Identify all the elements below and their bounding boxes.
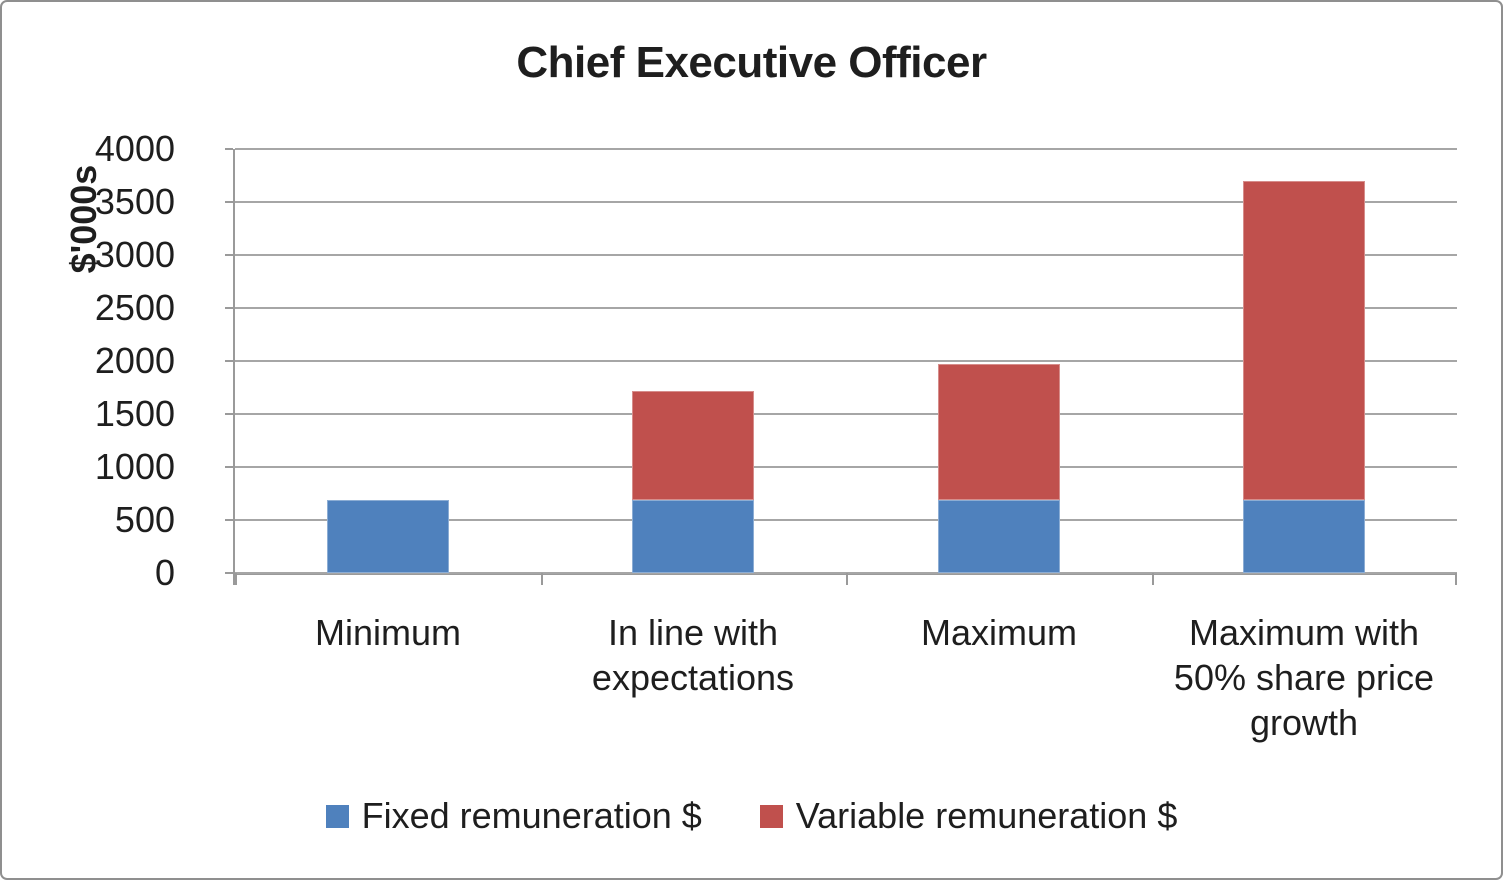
y-axis-tick-3000 [225, 254, 233, 256]
x-axis-tick-3 [1152, 573, 1154, 585]
bar-maximum-with-50-share-price-growth-fixed-remuneration [1243, 500, 1365, 573]
y-axis-tick-4000 [225, 148, 233, 150]
y-axis-tick-label-1000: 1000 [94, 446, 175, 487]
gridline-3500 [235, 201, 1457, 203]
legend-label-variable-remuneration: Variable remuneration $ [795, 795, 1178, 836]
legend-label-fixed-remuneration: Fixed remuneration $ [361, 795, 702, 836]
plot-area: 0 500 1000 1500 2000 2500 3000 3500 4000 Minimum I… [95, 128, 1457, 743]
y-axis-tick-label-3000: 3000 [94, 234, 175, 275]
bar-in-line-with-expectations-variable-remuneration [632, 391, 754, 500]
gridline-2500 [235, 307, 1457, 309]
x-axis-label-minimum: Minimum [314, 612, 461, 653]
x-axis-tick-0 [235, 573, 237, 585]
y-axis-tick-500 [225, 519, 233, 521]
y-axis-line [233, 149, 235, 585]
x-axis-line [233, 573, 1457, 575]
legend-item-fixed-remuneration: Fixed remuneration $ [325, 795, 702, 837]
bar-minimum-fixed-remuneration [327, 500, 449, 573]
x-axis-tick-2 [846, 573, 848, 585]
y-axis-tick-1500 [225, 413, 233, 415]
y-axis-tick-2000 [225, 360, 233, 362]
gridline-500 [235, 519, 1457, 521]
y-axis-tick-label-3500: 3500 [94, 181, 175, 222]
x-axis-label-maximum-with-50-share-price-growth: Maximum with 50% share price growth [1173, 612, 1435, 743]
y-axis-tick-0 [225, 572, 233, 574]
y-axis-tick-label-0: 0 [154, 552, 175, 593]
bar-in-line-with-expectations-fixed-remuneration [632, 500, 754, 573]
y-axis-tick-label-1500: 1500 [94, 393, 175, 434]
gridline-2000 [235, 360, 1457, 362]
x-axis-tick-4 [1455, 573, 1457, 585]
gridline-3000 [235, 254, 1457, 256]
y-axis-tick-label-4000: 4000 [94, 128, 175, 169]
x-axis-label-maximum: Maximum [920, 612, 1077, 653]
legend-item-variable-remuneration: Variable remuneration $ [759, 795, 1178, 837]
y-axis-tick-3500 [225, 201, 233, 203]
bar-maximum-fixed-remuneration [938, 500, 1060, 573]
legend-swatch-fixed-remuneration [325, 804, 349, 828]
y-axis-tick-label-2000: 2000 [94, 340, 175, 381]
gridline-1000 [235, 466, 1457, 468]
legend: Fixed remuneration $ Variable remuneratio… [2, 795, 1501, 837]
bar-maximum-with-50-share-price-growth-variable-remuneration [1243, 181, 1365, 500]
gridline-1500 [235, 413, 1457, 415]
y-axis-tick-label-500: 500 [114, 499, 175, 540]
y-axis-tick-label-2500: 2500 [94, 287, 175, 328]
y-axis-tick-1000 [225, 466, 233, 468]
x-axis-label-in-line-with-expectations: In line with expectations [591, 612, 795, 698]
chart-title: Chief Executive Officer [516, 38, 987, 87]
y-axis-tick-2500 [225, 307, 233, 309]
gridline-4000 [235, 148, 1457, 150]
x-axis-tick-1 [541, 573, 543, 585]
legend-swatch-variable-remuneration [759, 804, 783, 828]
bar-maximum-variable-remuneration [938, 364, 1060, 500]
